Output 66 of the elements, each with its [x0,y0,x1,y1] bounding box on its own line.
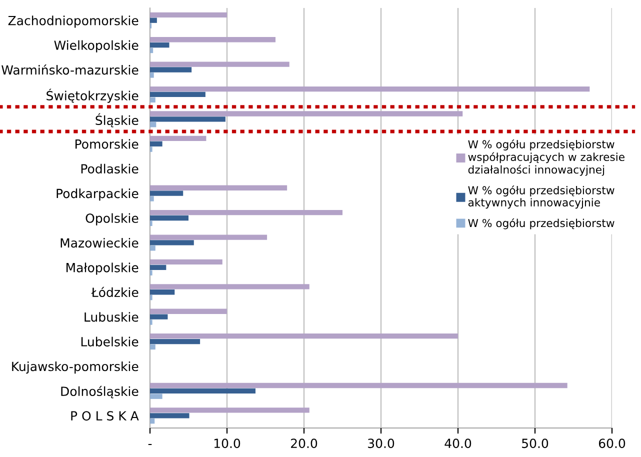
x-tick-label: 40.0 [444,438,472,448]
y-tick-label: Zachodniopomorskie [8,16,138,28]
y-tick-label: Warmińsko-mazurskie [2,64,138,75]
bar [150,388,256,394]
bar [150,394,162,399]
y-tick-label: Kujawsko-pomorskie [12,361,138,374]
y-tick-label: Małopolskie [66,262,138,275]
bar [150,111,463,116]
bar [150,338,200,344]
legend-label: W % ogółu przedsiębiorstw [468,218,614,230]
bar [150,210,342,216]
bar [150,334,458,339]
bar [150,215,188,221]
x-tick-label: 60.0 [598,438,626,448]
bar [150,413,190,418]
y-tick-label: Wielkopolskie [54,40,138,52]
y-tick-label: Lubelskie [81,336,138,346]
bar [150,196,154,202]
bar [150,185,288,190]
y-tick-label: Lubuskie [84,312,138,322]
y-tick-label: Pomorskie [76,139,138,149]
bar [150,62,290,67]
y-tick-label: Opolskie [86,213,138,226]
y-tick-label: Podlaskie [81,164,138,174]
bar [150,86,590,92]
bar [150,382,568,388]
bar [150,116,226,122]
bar [150,314,168,320]
bar [150,42,170,48]
bar [150,48,154,54]
bar [150,92,206,98]
bar [150,136,206,142]
bar [150,240,194,246]
legend-label: W % ogółu przedsiębiorstw aktywnych innowacyjnie [468,186,614,209]
y-tick-label: Łódzkie [91,286,138,298]
bar [150,246,156,251]
bar [150,344,156,350]
bar [150,308,227,314]
bar [150,234,268,240]
bar [150,190,184,196]
bar [150,67,192,72]
y-tick-label: Mazowieckie [60,238,138,248]
y-tick-label: P O L S K A [71,411,139,421]
bar [150,284,310,290]
bar [150,97,156,102]
y-tick-label: Dolnośląskie [61,386,138,398]
y-tick-label: Świętokrzyskie [46,88,138,103]
x-tick-label: - [148,444,152,445]
bar [150,408,310,413]
y-tick-label: Śląskie [96,113,138,128]
bar [150,141,162,146]
bar [150,290,175,295]
x-tick-label: 10.0 [214,438,240,448]
bar [150,418,155,424]
bar [150,264,166,270]
x-tick-label: 50.0 [522,438,548,448]
bar [150,37,276,42]
x-tick-label: 20.0 [291,438,318,448]
x-tick-label: 30.0 [368,438,394,448]
bar [150,12,227,18]
bar [150,18,157,23]
bar [150,72,154,78]
bar [150,259,222,265]
legend-label: W % ogółu przedsiębiorstw współpracujących w zakresie działalności innowacyjnej [468,140,624,176]
bar [150,122,156,128]
y-tick-label: Podkarpackie [56,188,138,201]
